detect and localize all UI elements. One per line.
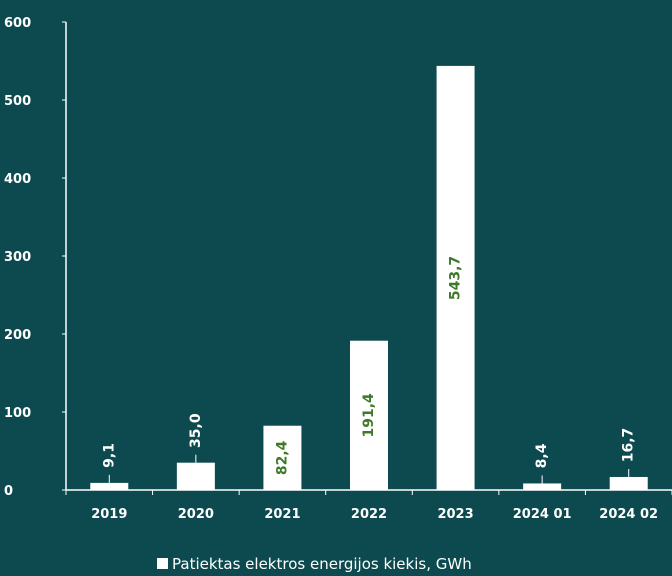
data-label: 8,4: [534, 443, 550, 468]
bar: [523, 483, 562, 490]
y-axis: 0 100 200 300 400 500 600: [4, 16, 67, 499]
legend-label: Patiektas elektros energijos kiekis, GWh: [172, 555, 472, 573]
x-tick-label: 2024 01: [513, 507, 572, 522]
bar: [263, 425, 302, 490]
data-label: 16,7: [621, 428, 637, 463]
y-tick-label: 500: [4, 94, 31, 109]
y-tick-label: 200: [4, 328, 31, 343]
data-label: 543,7: [448, 256, 464, 300]
y-tick-label: 100: [4, 406, 31, 421]
legend: Patiektas elektros energijos kiekis, GWh: [157, 555, 472, 573]
x-tick-label: 2022: [351, 507, 387, 522]
legend-swatch: [157, 558, 168, 569]
bar: [350, 340, 388, 490]
data-label: 9,1: [101, 443, 117, 468]
data-label: 82,4: [274, 440, 290, 475]
y-tick-label: 0: [4, 484, 13, 499]
x-tick-label: 2020: [178, 507, 214, 522]
bar: [609, 476, 648, 490]
bars: [90, 65, 648, 490]
x-tick-label: 2021: [264, 507, 300, 522]
x-tick-label: 2024 02: [599, 507, 658, 522]
x-tick-label: 2023: [437, 507, 473, 522]
y-tick-label: 300: [4, 250, 31, 265]
bar: [176, 462, 215, 490]
data-labels: 9,1 35,0 82,4 191,4 543,7 8,4 16,7: [101, 256, 637, 484]
bar: [90, 482, 129, 490]
x-tick-label: 2019: [91, 507, 127, 522]
x-axis: 2019 2020 2021 2022 2023 2024 01 2024 02: [65, 489, 672, 522]
bar: [436, 65, 475, 490]
y-tick-label: 400: [4, 172, 31, 187]
y-tick-label: 600: [4, 16, 31, 31]
data-label: 191,4: [361, 393, 377, 438]
data-label: 35,0: [188, 413, 204, 448]
